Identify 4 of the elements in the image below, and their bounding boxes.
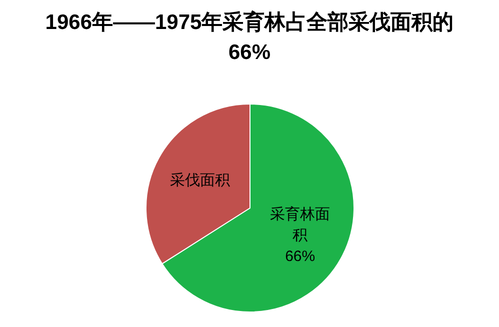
slice-label: 采伐面积 [168,170,231,191]
data-label: 66% [284,247,316,268]
chart-title: 1966年——1975年采育林占全部采伐面积的66% [44,9,455,66]
slice-label: 采育林面积 [269,205,332,246]
